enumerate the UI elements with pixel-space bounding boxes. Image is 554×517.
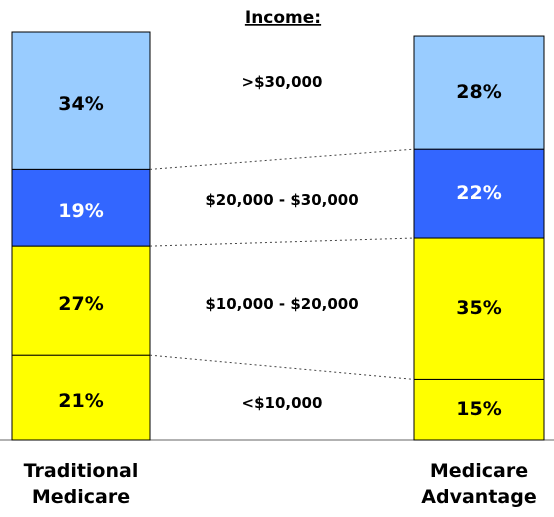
category-label: Medicare Advantage <box>421 460 537 508</box>
value-label: 19% <box>58 200 103 222</box>
series-label: $20,000 - $30,000 <box>205 191 358 209</box>
value-label: 27% <box>58 293 103 315</box>
series-label: <$10,000 <box>242 394 323 412</box>
value-label: 28% <box>456 81 501 103</box>
bar-segment <box>11 245 151 356</box>
bar-segment <box>413 237 545 380</box>
value-label: 35% <box>456 297 501 319</box>
value-label: 34% <box>58 93 103 115</box>
connector <box>149 354 415 380</box>
chart-title: Income: <box>245 8 321 28</box>
series-label: >$30,000 <box>242 73 323 91</box>
value-label: 15% <box>456 398 501 420</box>
bar-segment <box>413 148 545 239</box>
category-label: Traditional Medicare <box>23 460 139 508</box>
value-label: 21% <box>58 390 103 412</box>
bar-segment <box>11 31 151 170</box>
bar-segment <box>413 378 545 441</box>
bar-segment <box>11 354 151 441</box>
connector <box>149 237 415 247</box>
bar-segment <box>413 35 545 150</box>
value-label: 22% <box>456 182 501 204</box>
connector <box>149 148 415 170</box>
series-label: $10,000 - $20,000 <box>205 295 358 313</box>
